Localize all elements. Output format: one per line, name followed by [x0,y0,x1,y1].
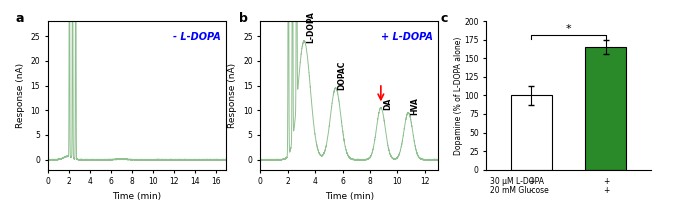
Text: c: c [440,12,448,25]
Bar [586,47,627,170]
Y-axis label: Response (nA): Response (nA) [229,63,238,128]
Text: + L-DOPA: + L-DOPA [381,32,433,42]
X-axis label: Time (min): Time (min) [112,192,162,201]
Text: +: + [528,177,534,186]
Text: b: b [239,12,248,25]
Text: +: + [603,177,609,186]
Text: HVA: HVA [410,98,419,115]
Text: 30 μM L-DOPA: 30 μM L-DOPA [490,177,544,186]
Text: +: + [603,186,609,195]
Text: a: a [16,12,25,25]
Text: *: * [566,24,571,34]
Y-axis label: Response (nA): Response (nA) [16,63,25,128]
Text: - L-DOPA: - L-DOPA [173,32,221,42]
Text: 20 mM Glucose: 20 mM Glucose [490,186,549,195]
Bar [510,95,551,170]
Text: -: - [530,186,532,195]
Text: DA: DA [383,98,392,110]
Text: DOPAC: DOPAC [338,61,347,91]
X-axis label: Time (min): Time (min) [325,192,374,201]
Text: L-DOPA: L-DOPA [306,12,315,43]
Y-axis label: Dopamine (% of L-DOPA alone): Dopamine (% of L-DOPA alone) [454,36,463,155]
